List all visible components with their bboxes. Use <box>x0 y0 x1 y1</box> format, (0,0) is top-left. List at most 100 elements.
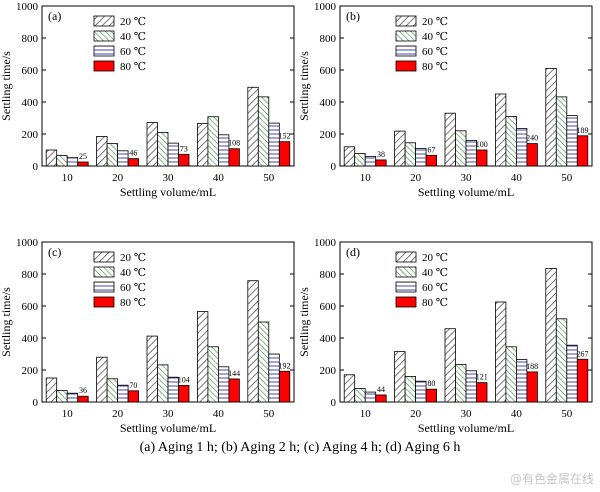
y-tick-label: 200 <box>22 365 39 377</box>
bar <box>66 392 79 403</box>
data-label: 67 <box>427 145 435 154</box>
legend-label: 80 ℃ <box>422 297 448 309</box>
legend-swatch <box>93 266 115 278</box>
data-label: 240 <box>526 134 538 143</box>
data-label: 73 <box>180 144 188 153</box>
bar <box>278 370 291 403</box>
bar <box>566 115 578 167</box>
bar <box>505 346 517 403</box>
bar <box>576 358 589 403</box>
data-label: 144 <box>228 369 240 378</box>
bar <box>268 122 280 167</box>
bar <box>106 378 118 403</box>
panel-label: (a) <box>48 9 61 23</box>
y-axis-label: Settling time/s <box>0 287 13 357</box>
y-tick-label: 400 <box>22 333 39 345</box>
legend-label: 40 ℃ <box>120 31 146 43</box>
legend-swatch <box>93 30 115 42</box>
bar <box>375 159 387 167</box>
y-tick-label: 200 <box>320 129 337 141</box>
bar <box>106 143 118 167</box>
legend-swatch <box>93 45 115 57</box>
x-axis-label: Settling volume/mL <box>120 185 216 199</box>
x-tick-label: 20 <box>410 172 422 184</box>
bar <box>555 96 568 167</box>
data-label: 70 <box>129 381 137 390</box>
legend-label: 60 ℃ <box>422 46 448 58</box>
x-tick-label: 20 <box>410 408 422 420</box>
bar <box>555 318 568 403</box>
bar <box>247 86 259 167</box>
data-label: 80 <box>427 379 435 388</box>
bar <box>354 153 366 167</box>
panel-label: (c) <box>48 245 61 259</box>
bar <box>117 384 129 403</box>
bar <box>56 390 68 403</box>
y-tick-label: 0 <box>331 161 337 173</box>
bar <box>257 321 270 403</box>
bar <box>77 395 89 403</box>
legend-label: 80 ℃ <box>120 297 146 309</box>
bar <box>96 135 108 167</box>
bar <box>375 394 387 403</box>
bar <box>207 116 219 167</box>
legend-label: 40 ℃ <box>120 267 146 279</box>
y-tick-label: 1000 <box>16 1 39 13</box>
bar <box>545 68 557 167</box>
legend-swatch <box>395 281 417 293</box>
x-tick-label: 50 <box>561 172 573 184</box>
y-tick-label: 0 <box>331 397 337 409</box>
bar <box>505 116 517 167</box>
bar <box>228 148 240 167</box>
y-axis-label: Settling time/s <box>0 51 13 121</box>
bar <box>526 371 538 403</box>
bar <box>66 157 79 167</box>
y-tick-label: 600 <box>22 301 39 313</box>
bar <box>576 135 589 167</box>
bar <box>45 149 58 167</box>
x-tick-label: 20 <box>112 172 124 184</box>
legend-label: 40 ℃ <box>422 267 448 279</box>
x-tick-label: 40 <box>213 172 225 184</box>
x-axis-label: Settling volume/mL <box>418 185 514 199</box>
bar <box>494 301 507 403</box>
y-tick-label: 400 <box>320 333 337 345</box>
x-tick-label: 30 <box>163 408 175 420</box>
bar <box>455 363 467 403</box>
bar <box>196 123 209 167</box>
bar <box>77 161 89 167</box>
legend-swatch <box>395 60 417 72</box>
legend-swatch <box>395 266 417 278</box>
x-axis-label: Settling volume/mL <box>418 421 514 435</box>
chart-panel: 0 200 400 600 800 1000 Settling time/s Settling… <box>0 237 295 435</box>
figure-caption: (a) Aging 1 h; (b) Aging 2 h; (c) Aging … <box>139 440 461 455</box>
legend-swatch <box>395 296 417 308</box>
y-tick-label: 400 <box>320 97 337 109</box>
y-tick-label: 400 <box>22 97 39 109</box>
y-tick-label: 1000 <box>16 237 39 249</box>
panel-label: (d) <box>346 245 360 259</box>
chart-panel: 0 200 400 600 800 1000 Settling time/s Settling… <box>0 1 295 199</box>
legend-swatch <box>93 15 115 27</box>
data-label: 100 <box>476 140 488 149</box>
data-label: 36 <box>79 386 87 395</box>
bar <box>127 158 140 167</box>
bar <box>207 346 219 403</box>
bar <box>394 351 406 403</box>
legend-swatch <box>395 45 417 57</box>
legend-swatch <box>93 60 115 72</box>
legend-label: 80 ℃ <box>422 61 448 73</box>
x-tick-label: 10 <box>62 408 74 420</box>
bar <box>157 364 169 403</box>
bar <box>247 280 259 403</box>
bar <box>404 142 417 167</box>
data-label: 192 <box>279 361 291 370</box>
bar <box>444 112 456 167</box>
x-axis-label: Settling volume/mL <box>120 421 216 435</box>
watermark-text: @有色金属在线 <box>509 472 594 486</box>
x-tick-label: 50 <box>263 172 275 184</box>
legend-swatch <box>93 251 115 263</box>
data-label: 44 <box>377 385 385 394</box>
bar <box>545 267 557 403</box>
bar <box>425 388 438 403</box>
